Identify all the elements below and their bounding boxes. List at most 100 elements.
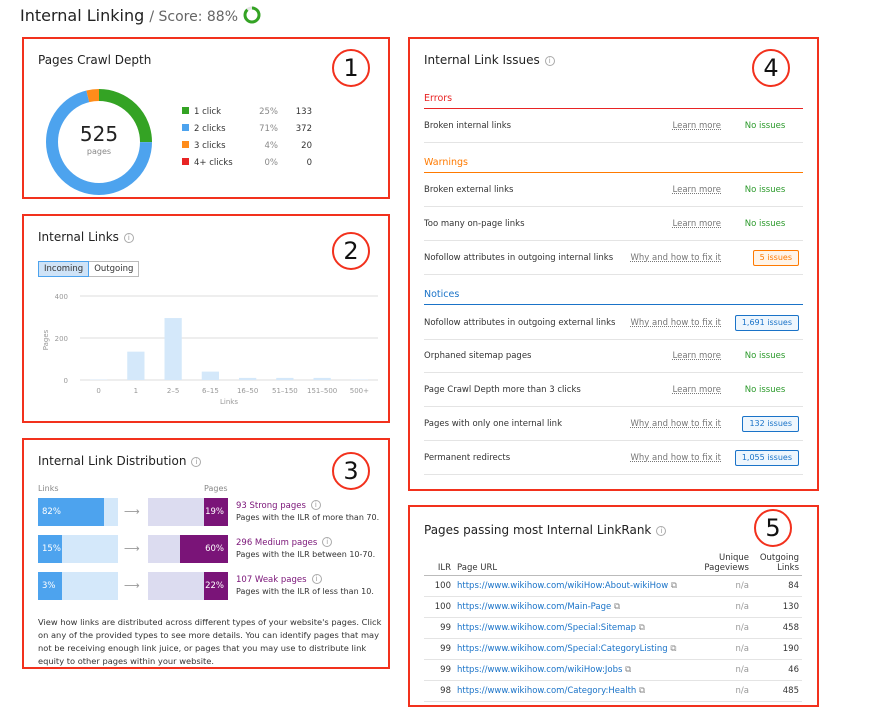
issue-row: Permanent redirects Why and how to fix it… xyxy=(424,441,803,475)
table-row: 100 https://www.wikihow.com/Main-Page ⧉ n/… xyxy=(424,596,802,618)
bar[interactable] xyxy=(201,371,219,380)
ilr-value: 99 xyxy=(424,638,454,660)
info-icon[interactable]: i xyxy=(656,526,667,536)
card-title: Internal Link Distribution i xyxy=(38,454,202,468)
page-url-link[interactable]: https://www.wikihow.com/Special:Sitemap xyxy=(457,623,637,633)
info-icon[interactable]: i xyxy=(191,457,202,467)
status-text: No issues xyxy=(744,121,786,131)
issue-row: Too many on-page links Learn more No issue… xyxy=(424,207,803,241)
external-link-icon[interactable]: ⧉ xyxy=(625,665,632,675)
bar[interactable] xyxy=(276,377,294,380)
x-axis-label: Links xyxy=(220,398,238,406)
issue-row: Page Crawl Depth more than 3 clicks Learn… xyxy=(424,373,803,407)
issue-label: Pages with only one internal link xyxy=(424,419,562,429)
legend-label: 4+ clicks xyxy=(194,158,233,168)
bar[interactable] xyxy=(239,377,257,380)
pages-label: Pages xyxy=(204,484,228,493)
help-link[interactable]: Learn more xyxy=(672,385,721,395)
issues-badge[interactable]: 5 issues xyxy=(752,250,799,266)
legend-count: 0 xyxy=(306,158,312,168)
page-type-desc: Pages with the ILR between 10-70. xyxy=(236,550,376,559)
legend-item[interactable]: 3 clicks 4% 20 xyxy=(182,141,312,151)
legend-item[interactable]: 2 clicks 71% 372 xyxy=(182,124,312,134)
external-link-icon[interactable]: ⧉ xyxy=(670,581,677,591)
page-type-link[interactable]: 107 Weak pages xyxy=(236,575,307,585)
help-link[interactable]: Why and how to fix it xyxy=(630,318,721,328)
page-type-desc: Pages with the ILR of less than 10. xyxy=(236,587,374,596)
ilr-value: 98 xyxy=(424,680,454,702)
status-text: No issues xyxy=(744,185,786,195)
col-url: Page URL xyxy=(454,551,692,576)
issues-badge[interactable]: 1,055 issues xyxy=(734,450,799,466)
external-link-icon[interactable]: ⧉ xyxy=(670,644,677,654)
help-link[interactable]: Why and how to fix it xyxy=(630,453,721,463)
help-link[interactable]: Why and how to fix it xyxy=(630,419,721,429)
bar[interactable] xyxy=(313,377,331,380)
pages-bar: 22% xyxy=(204,572,228,600)
page-url-link[interactable]: https://www.wikihow.com/wikiHow:Jobs xyxy=(457,665,623,675)
score-text: / Score: 88% xyxy=(149,9,239,25)
x-tick-label: 0 xyxy=(96,387,100,395)
x-tick-label: 16–50 xyxy=(237,387,258,395)
outgoing-value: 458 xyxy=(752,617,802,639)
ilr-value: 100 xyxy=(424,596,454,618)
page-url-link[interactable]: https://www.wikihow.com/wikiHow:About-wi… xyxy=(457,581,669,591)
links-bar: 15% xyxy=(38,535,62,563)
info-icon[interactable]: i xyxy=(310,500,321,510)
ilr-value: 99 xyxy=(424,659,454,681)
issues-badge[interactable]: 1,691 issues xyxy=(734,315,799,331)
info-icon[interactable]: i xyxy=(311,574,322,584)
legend-count: 20 xyxy=(301,141,312,151)
internal-links-card: Internal Links i 2 Incoming Outgoing 0 200… xyxy=(22,214,390,423)
y-tick-label: 400 xyxy=(55,293,68,301)
help-link[interactable]: Learn more xyxy=(672,121,721,131)
legend-label: 1 click xyxy=(194,107,222,117)
external-link-icon[interactable]: ⧉ xyxy=(613,602,621,612)
title-text: Internal Link Issues xyxy=(424,53,540,67)
issues-badge[interactable]: 132 issues xyxy=(742,416,799,432)
issue-label: Broken internal links xyxy=(424,121,512,131)
page-type-link[interactable]: 296 Medium pages xyxy=(236,538,318,548)
y-tick-label: 0 xyxy=(64,377,68,385)
info-icon[interactable]: i xyxy=(544,56,555,66)
bar[interactable] xyxy=(127,351,145,380)
x-tick-label: 2–5 xyxy=(167,387,179,395)
donut-slice[interactable] xyxy=(46,89,152,195)
card-title: Internal Link Issues i xyxy=(424,53,555,67)
issue-label: Too many on-page links xyxy=(424,219,525,229)
legend-pct: 0% xyxy=(264,158,279,168)
page-type-desc: Pages with the ILR of more than 70. xyxy=(236,513,380,522)
arrow-icon: ⟶ xyxy=(124,505,140,518)
help-link[interactable]: Learn more xyxy=(672,351,721,361)
pageviews-value: n/a xyxy=(692,638,752,660)
donut-slice[interactable] xyxy=(46,89,152,195)
page-url-link[interactable]: https://www.wikihow.com/Special:Category… xyxy=(457,644,668,654)
help-link[interactable]: Learn more xyxy=(672,185,721,195)
help-link[interactable]: Why and how to fix it xyxy=(630,253,721,263)
linkrank-card: Pages passing most Internal LinkRank i 5 … xyxy=(408,505,819,707)
external-link-icon[interactable]: ⧉ xyxy=(638,623,645,633)
bar[interactable] xyxy=(164,318,182,380)
legend-item[interactable]: 1 click 25% 133 xyxy=(182,107,312,117)
legend-swatch xyxy=(182,107,189,114)
table-row: 99 https://www.wikihow.com/Special:Catego… xyxy=(424,638,802,660)
info-icon[interactable]: i xyxy=(123,233,134,243)
external-link-icon[interactable]: ⧉ xyxy=(639,686,646,696)
warnings-header: Warnings xyxy=(424,157,803,173)
legend-pct: 25% xyxy=(259,107,278,117)
legend-item[interactable]: 4+ clicks 0% 0 xyxy=(182,158,312,168)
info-icon[interactable]: i xyxy=(322,537,333,547)
help-link[interactable]: Learn more xyxy=(672,219,721,229)
tab-outgoing[interactable]: Outgoing xyxy=(89,261,140,277)
marker: 3 xyxy=(332,452,370,490)
donut-chart[interactable] xyxy=(42,85,156,199)
table-row: 100 https://www.wikihow.com/wikiHow:About… xyxy=(424,575,802,597)
x-tick-label: 6–15 xyxy=(202,387,219,395)
col-pageviews: Unique Pageviews xyxy=(692,551,752,576)
page-type-link[interactable]: 93 Strong pages xyxy=(236,501,306,511)
page-url-link[interactable]: https://www.wikihow.com/Main-Page xyxy=(457,602,612,612)
tab-incoming[interactable]: Incoming xyxy=(38,261,90,277)
page-url-link[interactable]: https://www.wikihow.com/Category:Health xyxy=(457,686,637,696)
card-title: Pages Crawl Depth xyxy=(38,53,152,67)
y-axis-label: Pages xyxy=(42,329,50,350)
